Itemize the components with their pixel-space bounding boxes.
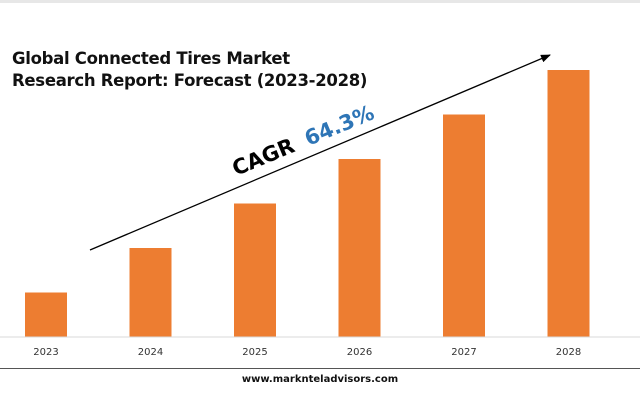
bar-2023 xyxy=(25,292,67,337)
x-tick-2026: 2026 xyxy=(347,347,372,358)
top-rule xyxy=(0,0,640,3)
bars-group xyxy=(25,70,590,337)
website-url: www.marknteladvisors.com xyxy=(241,374,399,385)
title-line-1: Global Connected Tires Market xyxy=(12,49,290,68)
cagr-value: 64.3% xyxy=(301,101,377,151)
cagr-label: CAGR xyxy=(229,134,298,181)
bar-2024 xyxy=(129,248,172,337)
x-tick-2027: 2027 xyxy=(451,347,476,358)
bar-2025 xyxy=(234,203,276,337)
bar-2028 xyxy=(547,70,590,337)
x-tick-2028: 2028 xyxy=(556,347,581,358)
bar-2027 xyxy=(443,114,485,337)
x-tick-2025: 2025 xyxy=(242,347,267,358)
footer-rule xyxy=(0,368,640,369)
chart-title: Global Connected Tires Market Research R… xyxy=(12,48,367,92)
bar-2026 xyxy=(338,159,381,337)
cagr-arrow xyxy=(89,54,551,251)
x-tick-labels: 2023 2024 2025 2026 2027 2028 xyxy=(33,347,581,358)
x-tick-2024: 2024 xyxy=(138,347,163,358)
title-line-2: Research Report: Forecast (2023-2028) xyxy=(12,71,368,90)
x-tick-2023: 2023 xyxy=(33,347,58,358)
